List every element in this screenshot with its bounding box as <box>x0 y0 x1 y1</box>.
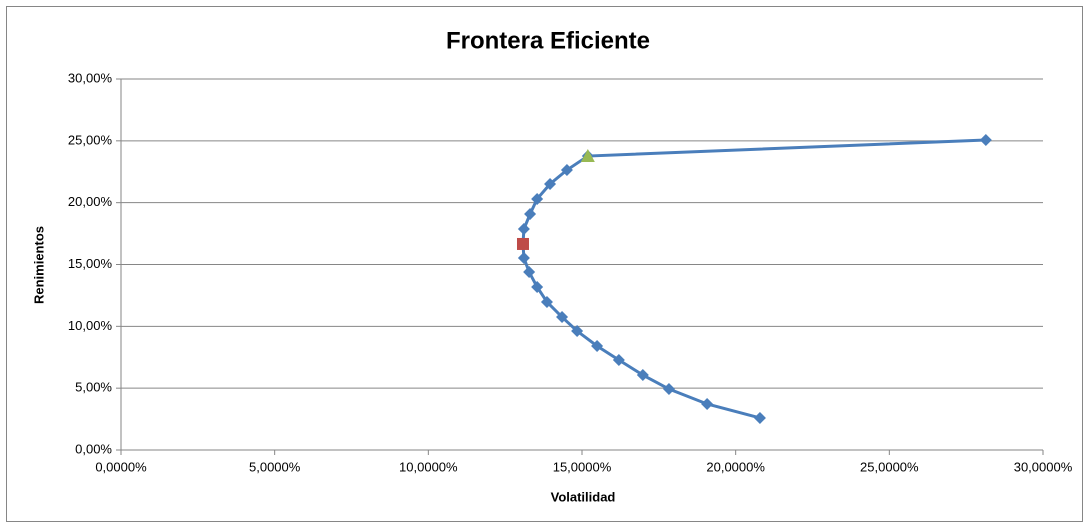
point <box>517 223 530 236</box>
x-axis-title: Volatilidad <box>551 489 616 504</box>
point <box>531 281 544 294</box>
point <box>516 237 529 250</box>
x-tick-label: 20,0000% <box>706 459 765 474</box>
point <box>571 325 584 338</box>
point <box>979 133 992 146</box>
y-tick-label: 5,00% <box>75 380 112 395</box>
point <box>591 339 604 352</box>
x-tick-label: 15,0000% <box>553 459 612 474</box>
y-tick-label: 10,00% <box>68 318 113 333</box>
y-axis-title: Renimientos <box>31 226 46 304</box>
point <box>580 149 595 163</box>
point <box>612 353 625 366</box>
point <box>523 266 536 279</box>
point <box>544 177 557 190</box>
y-tick-label: 20,00% <box>68 194 113 209</box>
x-tick-label: 0,0000% <box>95 459 147 474</box>
chart-title: Frontera Eficiente <box>446 27 650 54</box>
point <box>524 208 537 221</box>
point <box>540 295 553 308</box>
x-tick-label: 25,0000% <box>860 459 919 474</box>
point <box>636 369 649 382</box>
y-tick-label: 30,00% <box>68 70 113 85</box>
y-tick-label: 0,00% <box>75 441 112 456</box>
point <box>701 397 714 410</box>
point <box>556 311 569 324</box>
point <box>662 383 675 396</box>
x-tick-label: 5,0000% <box>249 459 301 474</box>
x-tick-label: 10,0000% <box>399 459 458 474</box>
point <box>753 411 766 424</box>
y-tick-label: 25,00% <box>68 132 113 147</box>
point <box>517 251 530 264</box>
y-tick-label: 15,00% <box>68 256 113 271</box>
point <box>560 164 573 177</box>
point <box>531 192 544 205</box>
x-tick-label: 30,0000% <box>1014 459 1073 474</box>
